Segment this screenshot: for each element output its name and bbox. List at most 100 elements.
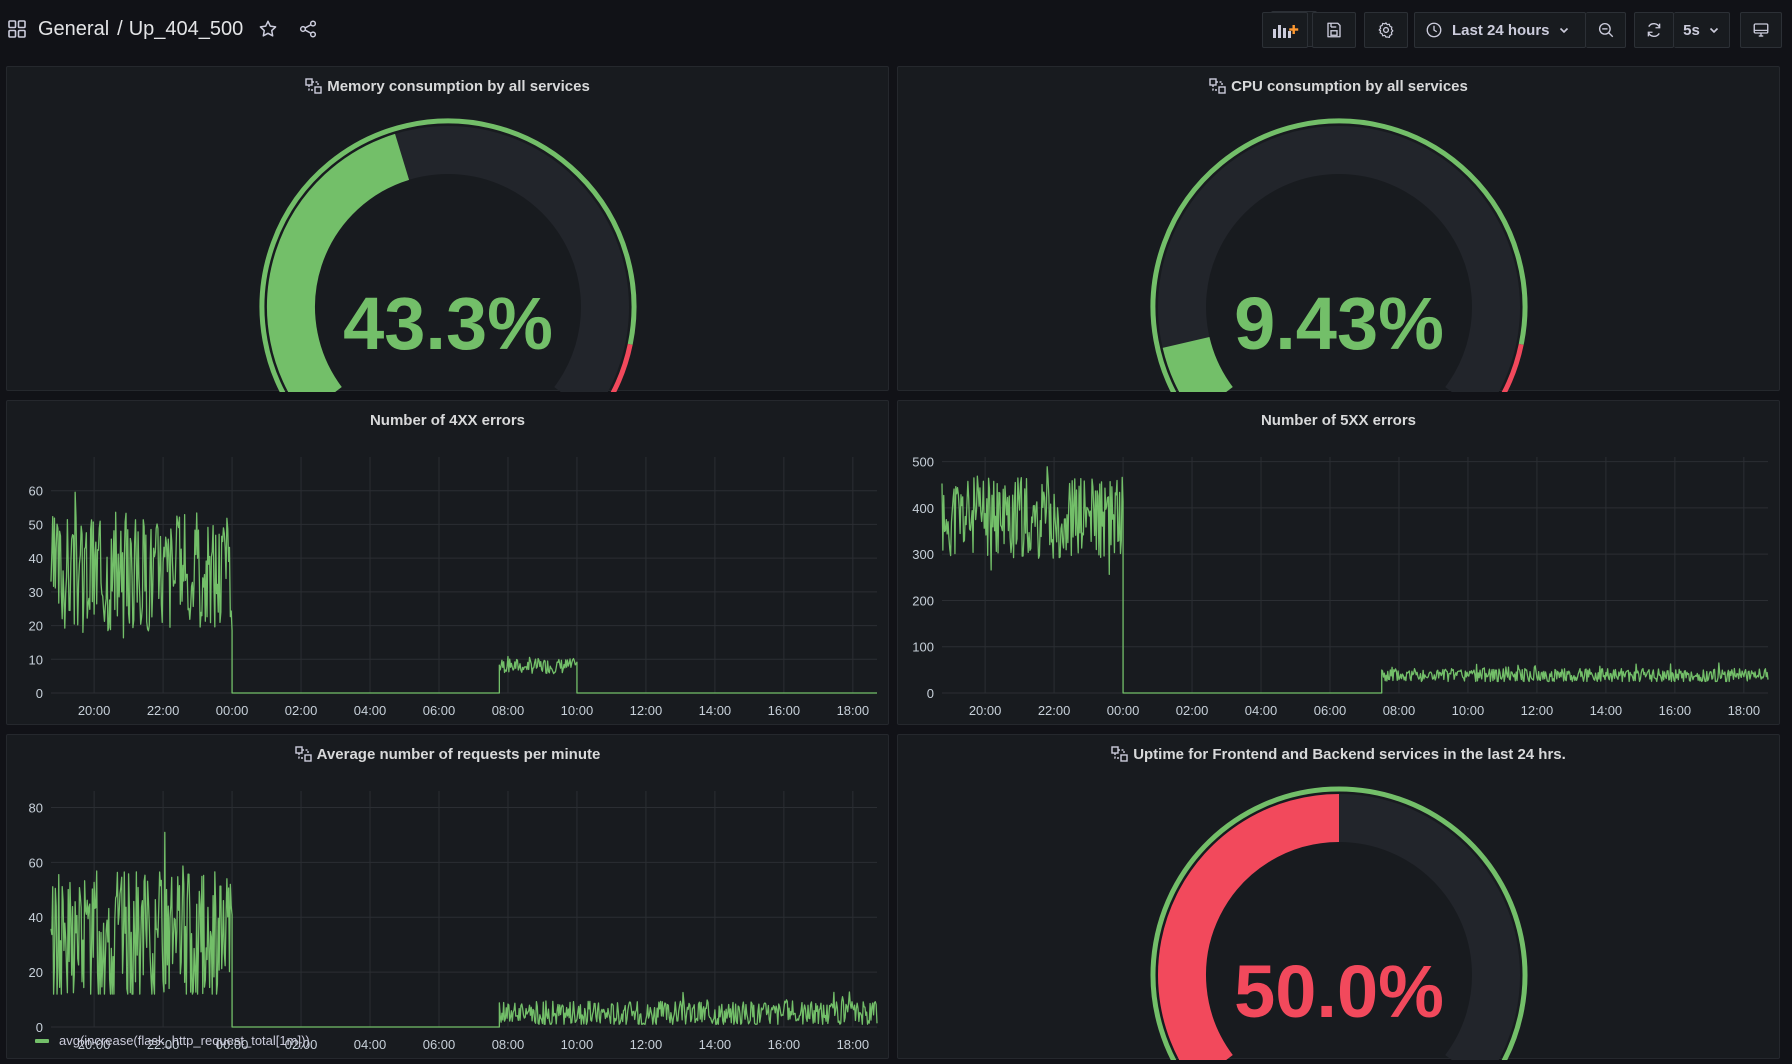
x-tick-label: 04:00 (1245, 703, 1278, 718)
x-tick-label: 02:00 (1176, 703, 1209, 718)
x-tick-label: 18:00 (1728, 703, 1761, 718)
threshold-band-base (1150, 118, 1528, 392)
panel-link-icon (1111, 746, 1128, 762)
clock-icon (1426, 22, 1442, 38)
y-tick-label: 200 (912, 593, 934, 608)
x-tick-label: 00:00 (216, 1037, 249, 1052)
threshold-band-base (259, 118, 637, 392)
x-tick-label: 12:00 (1521, 703, 1554, 718)
x-tick-label: 22:00 (147, 703, 180, 718)
panel-header[interactable]: Uptime for Frontend and Backend services… (898, 743, 1779, 765)
panel-header[interactable]: CPU consumption by all services (898, 75, 1779, 97)
gauge-value: 50.0% (1234, 950, 1444, 1033)
tv-mode-icon (1753, 23, 1769, 37)
errors-4xx-timeseries[interactable]: 0 10 20 30 40 50 60 20:00 22:00 00:00 02:00 04:00 06… (7, 401, 890, 726)
gauge-value-arc (267, 133, 410, 392)
refresh-icon (1647, 22, 1661, 38)
series-line (50, 831, 878, 1028)
panel-title: Uptime for Frontend and Backend services… (1133, 745, 1566, 763)
zoom-out-icon (1598, 22, 1613, 38)
refresh-interval-picker[interactable]: 5s (1674, 12, 1730, 48)
save-dashboard-button[interactable] (1312, 12, 1356, 48)
panel-link-icon (294, 746, 312, 762)
panel-header[interactable]: Average number of requests per minute (7, 743, 888, 765)
refresh-interval-label: 5s (1683, 21, 1700, 39)
panel-header[interactable]: Number of 5XX errors (898, 409, 1779, 431)
star-button[interactable] (253, 14, 283, 44)
x-tick-label: 08:00 (1383, 703, 1416, 718)
add-panel-button[interactable] (1262, 12, 1308, 48)
x-tick-label: 14:00 (699, 1037, 732, 1052)
x-tick-label: 06:00 (423, 1037, 456, 1052)
save-icon (1327, 22, 1341, 38)
breadcrumb-separator: / (117, 17, 123, 40)
gauge-value-arc (1158, 794, 1340, 1060)
x-tick-label: 20:00 (78, 1037, 111, 1052)
x-tick-label: 08:00 (492, 1037, 525, 1052)
series-line (941, 466, 1769, 694)
x-tick-label: 00:00 (1107, 703, 1140, 718)
time-range-picker[interactable]: Last 24 hours (1414, 12, 1586, 48)
x-tick-label: 06:00 (1314, 703, 1347, 718)
panel-header[interactable]: Number of 4XX errors (7, 409, 888, 431)
x-tick-label: 12:00 (630, 1037, 663, 1052)
x-tick-label: 10:00 (561, 1037, 594, 1052)
y-tick-label: 100 (912, 640, 934, 655)
panel-title: Number of 5XX errors (1260, 411, 1417, 429)
cpu-gauge: 9.43% (1150, 118, 1528, 392)
x-tick-label: 04:00 (354, 703, 387, 718)
x-tick-label: 16:00 (768, 1037, 801, 1052)
errors-5xx-timeseries[interactable]: 0 100 200 300 400 500 20:00 22:00 00:00 02:00 04:0… (898, 401, 1781, 726)
zoom-out-button[interactable] (1586, 12, 1626, 48)
threshold-band-base (1150, 786, 1528, 1060)
threshold-band-critical (610, 343, 633, 392)
chevron-down-icon (1559, 27, 1568, 34)
gauge-track (1158, 126, 1520, 392)
panel-link-icon (305, 78, 322, 94)
share-icon (300, 20, 317, 38)
gauge-value: 43.3% (343, 282, 553, 365)
x-tick-label: 02:00 (285, 703, 318, 718)
panel-title: Average number of requests per minute (316, 745, 601, 763)
y-tick-label: 20 (29, 965, 43, 980)
refresh-group: 5s (1634, 12, 1730, 48)
panel-link-icon (1209, 78, 1226, 94)
x-tick-label: 06:00 (423, 703, 456, 718)
y-tick-label: 0 (36, 1020, 43, 1035)
uptime-gauge: 50.0% (1150, 786, 1528, 1060)
panel-title: Memory consumption by all services (327, 77, 590, 95)
add-panel-icon (1273, 25, 1299, 38)
legend-item[interactable]: avg(increase(flask_http_request_total[1m… (35, 1033, 310, 1048)
memory-gauge-panel: Memory consumption by all services 43.3% (6, 66, 889, 392)
x-tick-label: 10:00 (561, 703, 594, 718)
breadcrumb-area: General / Up_404_500 (0, 0, 323, 58)
memory-gauge: 43.3% (259, 118, 637, 392)
share-button[interactable] (293, 14, 323, 44)
y-tick-label: 80 (29, 800, 43, 815)
dashboard-settings-button[interactable] (1364, 12, 1408, 48)
y-tick-label: 0 (36, 686, 43, 701)
x-tick-label: 20:00 (78, 703, 111, 718)
refresh-button[interactable] (1634, 12, 1674, 48)
legend-label: avg(increase(flask_http_request_total[1m… (59, 1033, 310, 1048)
y-tick-label: 20 (29, 619, 43, 634)
apps-grid-icon[interactable] (8, 20, 26, 38)
gear-icon (1378, 22, 1394, 39)
gauge-value: 9.43% (1234, 282, 1444, 365)
dashboard-title[interactable]: Up_404_500 (128, 17, 244, 40)
requests-timeseries[interactable]: 0 20 40 60 80 20:00 22:00 00:00 02:00 04:00 06:00 0… (7, 735, 890, 1060)
gauge-value-arc (1162, 336, 1234, 392)
y-tick-label: 400 (912, 501, 934, 516)
x-tick-label: 14:00 (1590, 703, 1623, 718)
y-tick-label: 30 (29, 585, 43, 600)
breadcrumb-folder[interactable]: General (38, 17, 110, 40)
tv-mode-button[interactable] (1740, 12, 1782, 48)
x-tick-label: 08:00 (492, 703, 525, 718)
x-tick-label: 16:00 (768, 703, 801, 718)
x-tick-label: 12:00 (630, 703, 663, 718)
panel-header[interactable]: Memory consumption by all services (7, 75, 888, 97)
time-range-label: Last 24 hours (1452, 21, 1550, 39)
x-tick-label: 20:00 (969, 703, 1002, 718)
errors-4xx-panel: Number of 4XX errors 0 10 20 30 40 50 60 20:00 2… (6, 400, 889, 725)
